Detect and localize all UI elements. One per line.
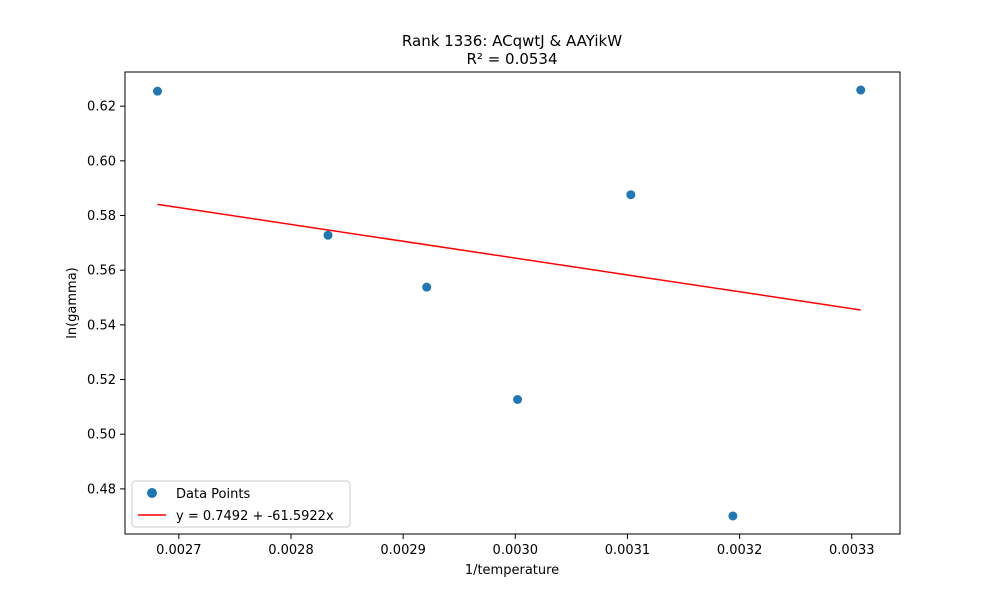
y-tick-label: 0.58 xyxy=(87,209,116,224)
fit-line xyxy=(157,203,861,311)
data-point xyxy=(153,86,163,96)
x-tick-label: 0.0033 xyxy=(829,543,875,558)
data-point xyxy=(323,230,333,240)
y-tick-label: 0.52 xyxy=(87,373,116,388)
legend: Data Points y = 0.7492 + -61.5922x xyxy=(131,480,351,528)
x-tick-label: 0.0028 xyxy=(268,543,314,558)
x-tick-label: 0.0027 xyxy=(156,543,202,558)
data-point xyxy=(626,190,636,200)
legend-label-fit-line: y = 0.7492 + -61.5922x xyxy=(176,509,334,524)
y-axis-label: ln(gamma) xyxy=(65,267,80,339)
x-tick-label: 0.0029 xyxy=(380,543,426,558)
legend-marker-data-points xyxy=(147,488,157,498)
data-point xyxy=(728,511,738,521)
x-axis: 0.0027 0.0028 0.0029 0.0030 0.0031 0.0032 0.00… xyxy=(156,534,875,558)
data-point xyxy=(856,85,866,95)
plot-area xyxy=(124,71,901,535)
x-axis-label: 1/temperature xyxy=(465,563,559,578)
y-tick-label: 0.56 xyxy=(87,264,116,279)
x-tick-label: 0.0030 xyxy=(493,543,539,558)
chart-title: Rank 1336: ACqwtJ & AAYikW xyxy=(402,32,622,50)
data-point xyxy=(422,282,432,292)
x-tick-label: 0.0032 xyxy=(717,543,763,558)
y-axis: 0.48 0.50 0.52 0.54 0.56 0.58 0.60 0.62 xyxy=(87,100,125,497)
legend-label-data-points: Data Points xyxy=(176,487,250,502)
y-tick-label: 0.48 xyxy=(87,482,116,497)
x-tick-label: 0.0031 xyxy=(605,543,651,558)
legend-box xyxy=(131,480,351,528)
y-tick-label: 0.62 xyxy=(87,100,116,115)
y-tick-label: 0.60 xyxy=(87,154,116,169)
y-tick-label: 0.50 xyxy=(87,428,116,443)
chart-subtitle: R² = 0.0534 xyxy=(466,50,557,68)
data-point xyxy=(513,395,523,405)
series-layer xyxy=(153,85,866,521)
y-tick-label: 0.54 xyxy=(87,318,116,333)
